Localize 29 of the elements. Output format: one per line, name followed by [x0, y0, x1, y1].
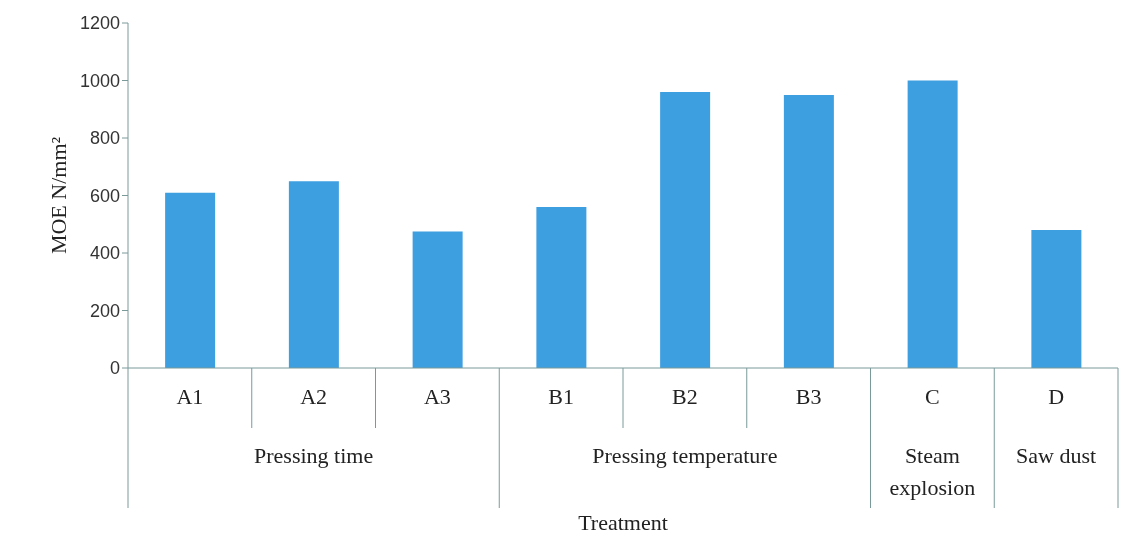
bar	[907, 80, 958, 368]
y-tick-label: 1000	[79, 70, 120, 91]
x-tick-label: A3	[423, 383, 451, 409]
bar	[536, 207, 587, 368]
text: Pressing temperature	[591, 442, 779, 470]
x-axis-title: Treatment	[577, 510, 669, 536]
y-tick-label: 600	[89, 185, 120, 206]
text: Pressing time	[253, 442, 375, 470]
x-tick-label: B1	[548, 383, 574, 409]
y-tick-label: 0	[109, 358, 120, 379]
bar	[660, 92, 711, 368]
bar	[412, 231, 463, 368]
text: Steam explosion	[888, 442, 977, 502]
bar	[1031, 230, 1082, 368]
x-tick-label: A2	[300, 383, 328, 409]
bar	[288, 181, 339, 368]
y-tick-label: 200	[89, 300, 120, 321]
y-axis-title: MOE N/mm²	[45, 136, 71, 255]
x-tick-label: D	[1048, 383, 1065, 409]
y-tick-label: 400	[89, 243, 120, 264]
x-tick-label: B3	[795, 383, 822, 409]
x-tick-label: B2	[672, 383, 698, 409]
bar	[783, 94, 834, 368]
text: Saw dust	[1015, 442, 1098, 470]
x-tick-label: C	[925, 383, 940, 409]
y-tick-label: 800	[89, 128, 120, 149]
x-tick-label: A1	[176, 383, 204, 409]
bar	[165, 192, 216, 368]
y-tick-label: 1200	[79, 13, 120, 34]
